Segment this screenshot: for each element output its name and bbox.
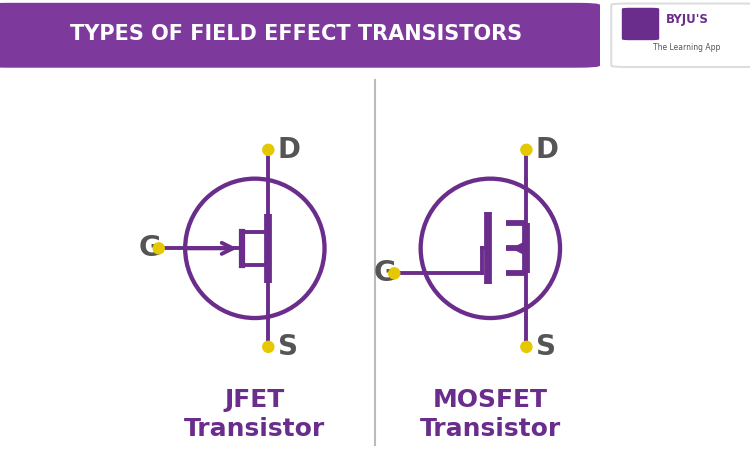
Circle shape <box>262 341 274 352</box>
Text: MOSFET: MOSFET <box>433 388 548 412</box>
Text: D: D <box>536 136 559 164</box>
FancyBboxPatch shape <box>0 3 600 68</box>
FancyBboxPatch shape <box>611 4 750 67</box>
Text: G: G <box>374 259 397 288</box>
Circle shape <box>520 144 532 155</box>
Circle shape <box>388 268 400 279</box>
Text: G: G <box>139 234 161 263</box>
FancyBboxPatch shape <box>622 9 658 40</box>
Text: The Learning App: The Learning App <box>653 44 721 52</box>
Circle shape <box>520 341 532 352</box>
Text: JFET: JFET <box>225 388 285 412</box>
Text: D: D <box>278 136 301 164</box>
Text: BYJU'S: BYJU'S <box>665 13 709 26</box>
Circle shape <box>153 243 164 254</box>
Circle shape <box>262 144 274 155</box>
Text: Transistor: Transistor <box>184 417 326 440</box>
Text: S: S <box>278 333 298 361</box>
Text: Transistor: Transistor <box>420 417 561 440</box>
Text: TYPES OF FIELD EFFECT TRANSISTORS: TYPES OF FIELD EFFECT TRANSISTORS <box>70 24 522 44</box>
Text: S: S <box>536 333 556 361</box>
